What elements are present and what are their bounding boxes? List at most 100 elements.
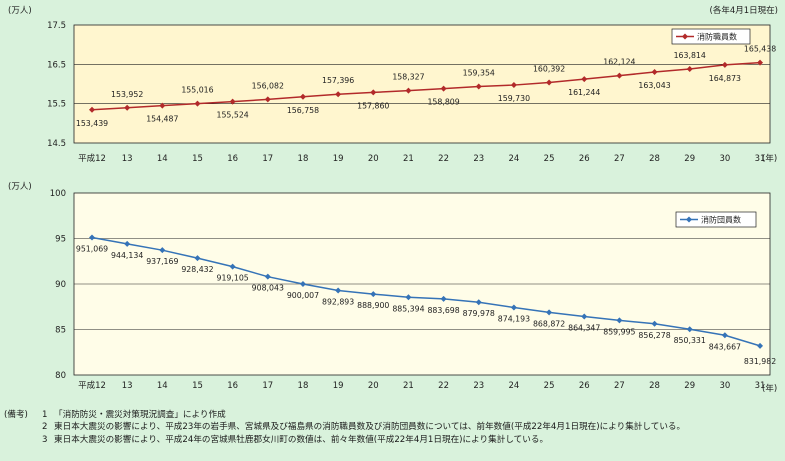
note-number: 2 bbox=[42, 422, 48, 433]
data-point bbox=[194, 100, 201, 107]
x-tick-label: 19 bbox=[333, 381, 344, 391]
data-point bbox=[616, 72, 623, 79]
notes: (備考) 1 「消防防災・震災対策現況調査」により作成 2 東日本大震災の影響に… bbox=[4, 409, 784, 446]
data-label: 157,396 bbox=[322, 76, 354, 85]
x-tick-label: 18 bbox=[298, 154, 309, 164]
x-tick-label: 13 bbox=[122, 154, 133, 164]
data-point bbox=[370, 291, 377, 298]
data-point bbox=[335, 91, 342, 98]
data-point bbox=[440, 295, 447, 302]
data-point bbox=[757, 59, 764, 66]
x-tick-label: 15 bbox=[192, 154, 203, 164]
x-tick-label: 28 bbox=[649, 381, 660, 391]
plot-area bbox=[73, 24, 771, 144]
data-point bbox=[229, 98, 236, 105]
data-point bbox=[475, 83, 482, 90]
data-label: 160,392 bbox=[533, 64, 565, 73]
data-point bbox=[686, 326, 693, 333]
legend-marker bbox=[682, 33, 688, 40]
data-label: 154,487 bbox=[146, 115, 178, 124]
data-point bbox=[721, 61, 728, 68]
data-point bbox=[229, 263, 236, 270]
data-point bbox=[89, 106, 95, 113]
data-point bbox=[651, 69, 658, 76]
data-point bbox=[546, 79, 553, 86]
data-point bbox=[299, 93, 306, 100]
note-row-2: 2 東日本大震災の影響により、平成23年の岩手県、宮城県及び福島県の消防職員数及… bbox=[4, 421, 784, 433]
x-unit-label: (年) bbox=[762, 383, 777, 394]
data-point bbox=[475, 299, 482, 306]
data-point bbox=[264, 96, 271, 103]
data-point bbox=[159, 247, 166, 254]
data-label: 937,169 bbox=[146, 257, 178, 266]
y-tick-label: 15.5 bbox=[47, 100, 66, 110]
x-tick-label: 26 bbox=[579, 154, 590, 164]
legend-label: 消防職員数 bbox=[697, 32, 737, 42]
x-tick-label: 26 bbox=[579, 381, 590, 391]
data-point bbox=[686, 65, 693, 72]
data-label: 159,354 bbox=[463, 69, 495, 78]
data-point bbox=[510, 304, 517, 311]
data-label: 158,809 bbox=[427, 98, 459, 107]
data-label: 161,244 bbox=[568, 88, 600, 97]
x-tick-label: 25 bbox=[544, 381, 555, 391]
data-point bbox=[405, 87, 412, 94]
data-point bbox=[299, 280, 306, 287]
data-label: 153,952 bbox=[111, 90, 143, 99]
data-label: 864,347 bbox=[568, 323, 600, 332]
legend-box bbox=[671, 28, 751, 45]
y-tick-label: 85 bbox=[55, 326, 66, 336]
data-point bbox=[89, 234, 95, 241]
x-tick-label: 25 bbox=[544, 154, 555, 164]
x-tick-label: 平成12 bbox=[78, 380, 106, 391]
x-tick-label: 24 bbox=[509, 154, 520, 164]
x-tick-label: 15 bbox=[192, 381, 203, 391]
data-label: 944,134 bbox=[111, 251, 143, 260]
x-tick-label: 24 bbox=[509, 381, 520, 391]
data-label: 165,438 bbox=[744, 45, 776, 54]
data-label: 155,016 bbox=[181, 86, 213, 95]
data-point bbox=[757, 342, 764, 349]
x-tick-label: 31 bbox=[755, 381, 766, 391]
data-point bbox=[124, 104, 131, 111]
data-label: 892,893 bbox=[322, 297, 354, 306]
x-tick-label: 20 bbox=[368, 154, 379, 164]
x-tick-label: 30 bbox=[719, 154, 730, 164]
series-line bbox=[91, 236, 761, 347]
x-tick-label: 29 bbox=[684, 381, 695, 391]
data-point bbox=[581, 76, 588, 83]
data-label: 859,995 bbox=[603, 327, 635, 336]
data-point bbox=[194, 255, 201, 262]
x-tick-label: 16 bbox=[227, 381, 238, 391]
data-label: 153,439 bbox=[76, 119, 108, 128]
y-tick-label: 95 bbox=[55, 235, 66, 245]
data-point bbox=[581, 313, 588, 320]
data-label: 885,394 bbox=[392, 304, 424, 313]
x-tick-label: 30 bbox=[719, 381, 730, 391]
x-tick-label: 29 bbox=[684, 154, 695, 164]
x-tick-label: 28 bbox=[649, 154, 660, 164]
data-label: 156,758 bbox=[287, 106, 319, 115]
data-label: 831,982 bbox=[744, 357, 776, 366]
x-tick-label: 21 bbox=[403, 154, 414, 164]
note-text: 「消防防災・震災対策現況調査」により作成 bbox=[54, 410, 226, 420]
data-label: 888,900 bbox=[357, 301, 389, 310]
data-label: 157,860 bbox=[357, 101, 389, 110]
x-unit-label: (年) bbox=[762, 153, 777, 164]
data-point bbox=[510, 82, 517, 89]
x-tick-label: 22 bbox=[438, 154, 449, 164]
data-label: 951,069 bbox=[76, 245, 108, 254]
x-tick-label: 19 bbox=[333, 154, 344, 164]
data-label: 879,978 bbox=[463, 309, 495, 318]
data-point bbox=[721, 332, 728, 339]
x-tick-label: 平成12 bbox=[78, 153, 106, 164]
note-number: 1 bbox=[42, 410, 48, 420]
note-number: 3 bbox=[42, 434, 48, 445]
y-tick-label: 80 bbox=[55, 371, 66, 381]
data-label: 883,698 bbox=[427, 306, 459, 315]
data-point bbox=[405, 294, 412, 301]
x-tick-label: 27 bbox=[614, 154, 625, 164]
date-note: (各年4月1日現在) bbox=[710, 5, 778, 16]
data-label: 163,814 bbox=[674, 51, 706, 60]
data-point bbox=[124, 240, 131, 247]
